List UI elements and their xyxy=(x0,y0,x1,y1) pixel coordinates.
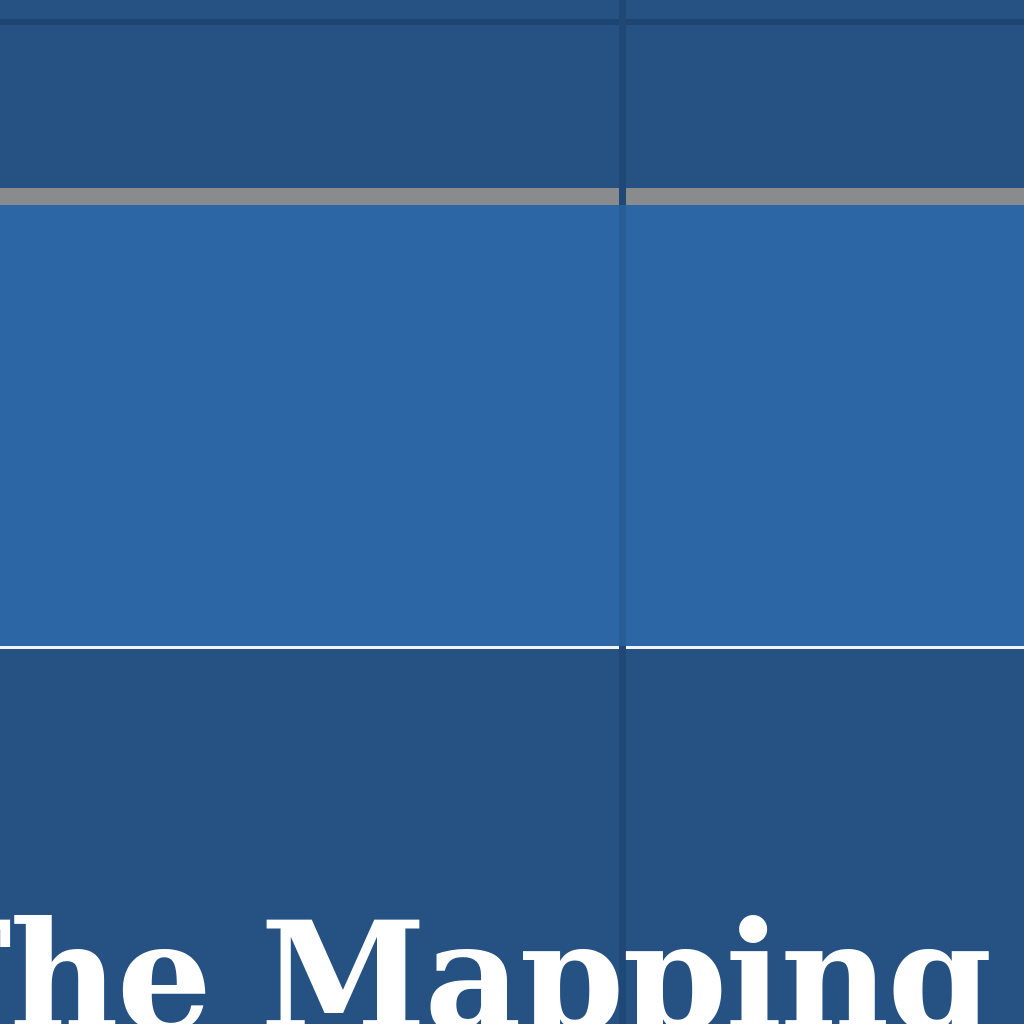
vertical-column-divider-highlight xyxy=(619,205,626,646)
bottom-band xyxy=(0,649,1024,1024)
white-rule-divider xyxy=(0,646,1024,649)
page-heading: The Mapping C xyxy=(0,889,1024,1024)
top-rule-divider xyxy=(0,19,1024,25)
gray-separator-bar xyxy=(0,188,1024,205)
top-band xyxy=(0,0,1024,188)
highlight-band xyxy=(0,205,1024,646)
